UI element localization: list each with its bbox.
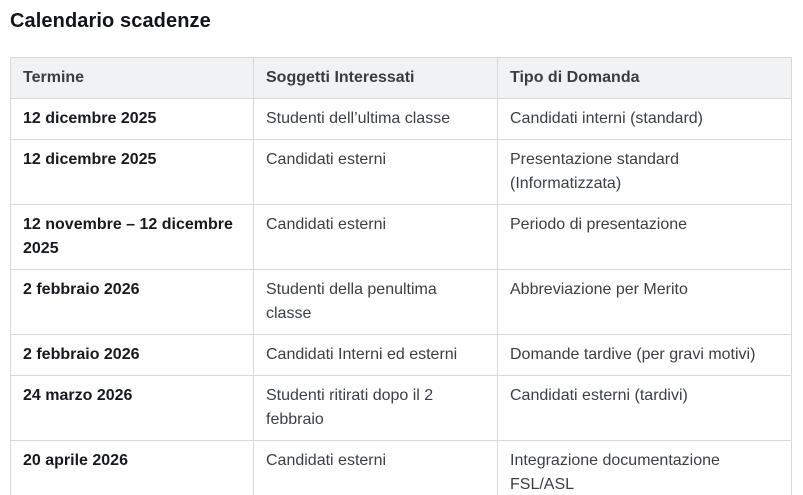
cell-termine: 12 novembre – 12 dicembre 2025 <box>10 204 254 270</box>
column-header-soggetti: Soggetti Interessati <box>253 57 498 99</box>
cell-termine: 2 febbraio 2026 <box>10 334 254 376</box>
column-header-termine: Termine <box>10 57 254 99</box>
table-row: 2 febbraio 2026 Candidati Interni ed est… <box>10 334 792 376</box>
table-row: 24 marzo 2026 Studenti ritirati dopo il … <box>10 375 792 441</box>
cell-soggetti: Studenti ritirati dopo il 2 febbraio <box>253 375 498 441</box>
table-row: 12 novembre – 12 dicembre 2025 Candidati… <box>10 204 792 270</box>
table-header-row: Termine Soggetti Interessati Tipo di Dom… <box>10 57 792 99</box>
page-title: Calendario scadenze <box>10 10 211 32</box>
cell-soggetti: Studenti della penultima classe <box>253 269 498 335</box>
table-row: 12 dicembre 2025 Candidati esterni Prese… <box>10 139 792 205</box>
cell-tipo: Periodo di presentazione <box>497 204 792 270</box>
cell-termine: 12 dicembre 2025 <box>10 98 254 140</box>
column-header-tipo: Tipo di Domanda <box>497 57 792 99</box>
table-row: 20 aprile 2026 Candidati esterni Integra… <box>10 440 792 495</box>
cell-tipo: Candidati interni (standard) <box>497 98 792 140</box>
cell-soggetti: Studenti dell’ultima classe <box>253 98 498 140</box>
cell-soggetti: Candidati esterni <box>253 440 498 495</box>
cell-termine: 24 marzo 2026 <box>10 375 254 441</box>
cell-termine: 12 dicembre 2025 <box>10 139 254 205</box>
cell-tipo: Integrazione documentazione FSL/ASL <box>497 440 792 495</box>
table-row: 2 febbraio 2026 Studenti della penultima… <box>10 269 792 335</box>
cell-termine: 20 aprile 2026 <box>10 440 254 495</box>
deadlines-table: Termine Soggetti Interessati Tipo di Dom… <box>10 57 792 495</box>
cell-soggetti: Candidati Interni ed esterni <box>253 334 498 376</box>
table-row: 12 dicembre 2025 Studenti dell’ultima cl… <box>10 98 792 140</box>
cell-tipo: Abbreviazione per Merito <box>497 269 792 335</box>
cell-tipo: Candidati esterni (tardivi) <box>497 375 792 441</box>
cell-soggetti: Candidati esterni <box>253 204 498 270</box>
cell-tipo: Presentazione standard (Informatizzata) <box>497 139 792 205</box>
cell-tipo: Domande tardive (per gravi motivi) <box>497 334 792 376</box>
cell-termine: 2 febbraio 2026 <box>10 269 254 335</box>
cell-soggetti: Candidati esterni <box>253 139 498 205</box>
